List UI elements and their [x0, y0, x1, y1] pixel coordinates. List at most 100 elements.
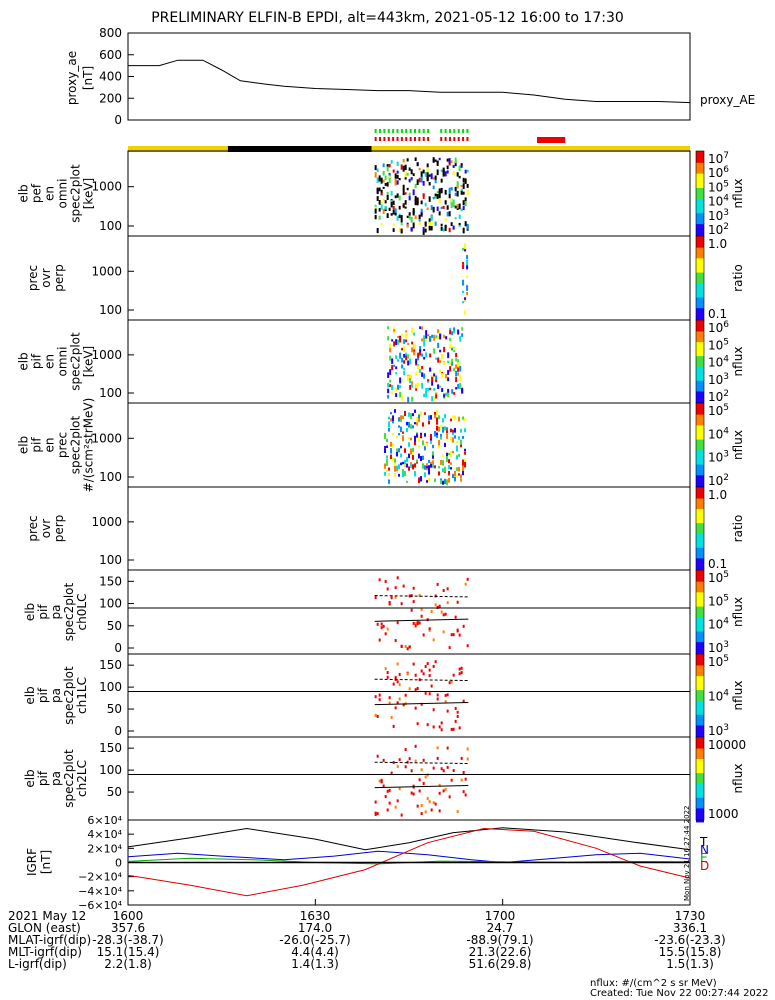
spec-ylabel-line: ch2LC [75, 760, 89, 797]
spectrogram-cell [422, 633, 425, 637]
spectrogram-cell [445, 336, 448, 340]
spectrogram-cell [434, 660, 437, 664]
spectrogram-cell [403, 370, 406, 376]
spectrogram-cell [374, 800, 377, 804]
spectrogram-cell [409, 379, 412, 384]
state-dash-green [405, 129, 408, 133]
colorbar-tick-label: 10000 [708, 738, 746, 752]
spectrogram-cell [464, 297, 467, 302]
spectrogram-cell [433, 388, 436, 391]
spectrogram-cell [436, 206, 439, 211]
spectrogram-cell [418, 778, 421, 782]
spectrogram-cell [421, 353, 424, 357]
colorbar-segment [696, 501, 704, 506]
colorbar-tick-label: 106 [708, 165, 729, 180]
spectrogram-cell [384, 446, 387, 449]
spectrogram-cell [374, 811, 377, 815]
spectrogram-cell [464, 793, 467, 797]
spectrogram-cell [410, 437, 413, 441]
spectrogram-cell [419, 352, 422, 356]
spectrogram-cell [437, 335, 440, 340]
spectrogram-cell [464, 310, 467, 315]
spectrogram-cell [450, 198, 453, 204]
colorbar-segment [696, 584, 704, 589]
spectrogram-cell [449, 337, 452, 342]
colorbar-segment [696, 627, 704, 632]
spectrogram-cell [438, 196, 441, 199]
spectrogram-cell [390, 716, 393, 720]
spec-ytick-label: 100 [99, 219, 122, 233]
spectrogram-cell [444, 693, 447, 697]
spectrogram-cell [458, 726, 461, 730]
spectrogram-cell [418, 435, 421, 442]
spectrogram-cell [461, 333, 464, 337]
spectrogram-cell [464, 448, 467, 452]
spectrogram-cell [442, 630, 445, 634]
spectrogram-cell [388, 479, 391, 484]
colorbar-tick-label: 103 [708, 372, 729, 387]
spectrogram-cell [458, 436, 461, 440]
colorbar-segment [696, 427, 704, 433]
spectrogram-cell [450, 467, 453, 470]
spectrogram-cell [414, 409, 417, 413]
spectrogram-cell [457, 384, 460, 389]
spectrogram-cell [425, 335, 428, 339]
colorbar-segment [696, 594, 704, 600]
spectrogram-cell [399, 352, 402, 359]
spectrogram-cell [420, 411, 423, 417]
spectrogram-cell [454, 435, 457, 439]
spectrogram-cell [406, 172, 409, 176]
spectrogram-cell [432, 665, 435, 669]
spectrogram-cell [393, 327, 396, 330]
loss-cone-line [374, 618, 469, 622]
spectrogram-cell [440, 178, 443, 183]
spectrogram-cell [444, 700, 447, 704]
spectrogram-cell [412, 464, 415, 470]
colorbar-segment [696, 522, 704, 527]
spectrogram-cell [418, 621, 421, 625]
spectrogram-cell [447, 388, 450, 395]
spectrogram-cell [437, 384, 440, 389]
ephem-cell: 4.4(4.4) [291, 945, 339, 959]
spectrogram-cell [418, 453, 421, 459]
igrf-ytick-label: 0 [115, 857, 122, 870]
colorbar-tick-label: 1000 [708, 807, 739, 821]
spectrogram-cell [378, 175, 381, 181]
spectrogram-cell [424, 222, 427, 227]
igrf-series-T [127, 827, 691, 851]
colorbar-segment [696, 282, 704, 287]
spectrogram-cell [411, 327, 414, 333]
colorbar-segment [696, 654, 704, 659]
ephem-cell: -88.9(79.1) [466, 933, 533, 947]
spectrogram-cell [374, 214, 377, 220]
spectrogram-cell [424, 691, 427, 695]
spectrogram-cell [460, 184, 463, 188]
spectrogram-cell [450, 160, 453, 164]
spectrogram-cell [374, 208, 377, 214]
spec-ylabel-line: prec [26, 265, 40, 291]
spectrogram-cell [426, 796, 429, 800]
ae-ytick-label: 200 [99, 91, 122, 105]
spec-ylabel-line: #/(scm²strMeV) [82, 398, 96, 493]
colorbar-label: nflux [731, 179, 745, 209]
spectrogram-cell [464, 169, 467, 174]
spectrogram-cell [440, 610, 443, 614]
spectrogram-cell [455, 387, 458, 390]
colorbar-segment [696, 737, 704, 742]
spectrogram-cell [418, 417, 421, 423]
colorbar-tick-label: 104 [708, 689, 729, 704]
spectrogram-cell [394, 805, 397, 809]
spectrogram-cell [466, 747, 469, 751]
spectrogram-cell [428, 218, 431, 225]
state-dash-green [427, 129, 430, 133]
spectrogram-cell [456, 190, 459, 197]
colorbar-segment [696, 344, 704, 350]
colorbar-segment [696, 219, 704, 225]
colorbar-segment [696, 260, 704, 266]
spectrogram-cell [402, 415, 405, 419]
colorbar-segment [696, 463, 704, 469]
spectrogram-cell [462, 624, 465, 628]
colorbar-segment [696, 481, 704, 486]
colorbar-segment [696, 431, 704, 437]
spectrogram-cell [420, 702, 423, 706]
